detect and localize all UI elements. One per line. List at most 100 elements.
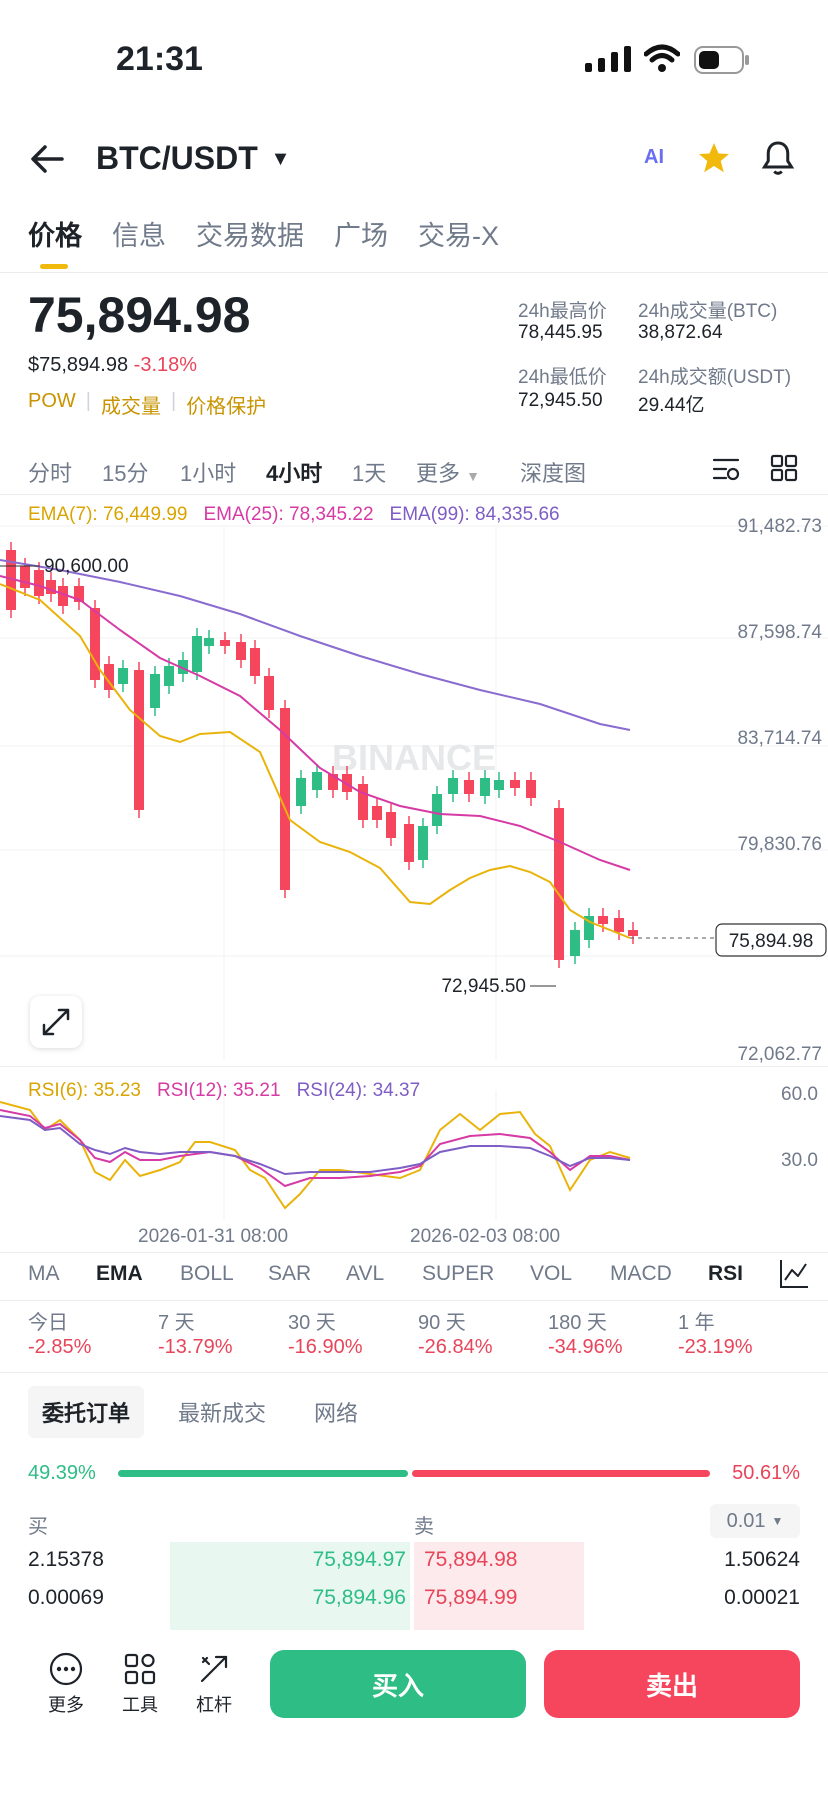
- indicator-sar[interactable]: SAR: [268, 1262, 312, 1285]
- perf-value: -13.79%: [158, 1336, 233, 1358]
- back-arrow-icon[interactable]: [30, 144, 64, 174]
- status-time: 21:31: [116, 40, 203, 78]
- tools-label: 工具: [122, 1695, 158, 1715]
- price-axis-label: 72,062.77: [737, 1044, 822, 1065]
- wifi-icon: [644, 44, 680, 72]
- price-axis-label: 87,598.74: [737, 622, 822, 643]
- stat-vol-usdt-label: 24h成交额(USDT): [638, 367, 792, 388]
- indicator-avl[interactable]: AVL: [346, 1262, 385, 1285]
- leverage-button[interactable]: 杠杆: [184, 1652, 244, 1717]
- price-sub: $75,894.98 -3.18%: [28, 354, 197, 377]
- bid-qty: 0.00069: [28, 1586, 104, 1609]
- chart-settings-icon[interactable]: [712, 456, 742, 484]
- tools-icon: [124, 1653, 156, 1685]
- tag-price-protection[interactable]: 价格保护: [186, 396, 267, 418]
- indicator-ema[interactable]: EMA: [96, 1262, 143, 1285]
- rsi24-line: [0, 1115, 631, 1176]
- rsi12-label: RSI(12): 35.21: [157, 1080, 281, 1101]
- candle-body: [74, 586, 84, 602]
- interval-15m[interactable]: 15分: [102, 461, 149, 486]
- candle-body: [58, 586, 68, 606]
- candles: [6, 542, 638, 968]
- indicator-boll[interactable]: BOLL: [180, 1262, 234, 1285]
- indicator-super[interactable]: SUPER: [422, 1262, 495, 1285]
- stat-vol-usdt: 29.44亿: [638, 395, 705, 416]
- interval-depth[interactable]: 深度图: [520, 461, 587, 486]
- indicator-ma[interactable]: MA: [28, 1262, 60, 1285]
- perf-label: 7 天: [158, 1312, 195, 1334]
- tag-volume[interactable]: 成交量: [100, 396, 161, 418]
- candle-body: [448, 778, 458, 794]
- ask-qty: 0.00021: [724, 1586, 800, 1609]
- ema25-label: EMA(25): 78,345.22: [203, 504, 374, 525]
- ema25-line: [0, 575, 631, 871]
- divider: [0, 494, 828, 495]
- tag-pow[interactable]: POW: [28, 390, 76, 412]
- expand-chart-button[interactable]: [30, 996, 82, 1048]
- candle-body: [192, 636, 202, 672]
- candlestick-chart[interactable]: BINANCE 90,600.00 72,945.50 75,894.98: [0, 490, 828, 1070]
- divider: [0, 1066, 828, 1067]
- interval-1d[interactable]: 1天: [352, 461, 387, 486]
- divider: [0, 272, 828, 273]
- divider: [0, 1300, 828, 1301]
- indicator-vol[interactable]: VOL: [530, 1262, 573, 1285]
- interval-timeline[interactable]: 分时: [28, 461, 73, 486]
- candle-body: [418, 826, 428, 860]
- perf-value: -2.85%: [28, 1336, 92, 1358]
- candle-body: [372, 806, 382, 820]
- stat-vol-btc: 38,872.64: [638, 322, 723, 343]
- tab-order-book[interactable]: 委托订单: [28, 1386, 145, 1438]
- sell-ratio: 50.61%: [732, 1462, 800, 1484]
- ema7-line: [0, 583, 631, 939]
- price-axis-label: 83,714.74: [737, 728, 822, 749]
- candle-body: [236, 642, 246, 660]
- candle-body: [134, 670, 144, 810]
- tab-active-indicator: [40, 264, 68, 269]
- ema99-line: [0, 559, 631, 731]
- tab-recent-trades[interactable]: 最新成交: [178, 1401, 267, 1426]
- time-axis-label: 2026-01-31 08:00: [138, 1226, 289, 1247]
- candle-body: [432, 794, 442, 826]
- star-icon[interactable]: [696, 140, 732, 176]
- tools-button[interactable]: 工具: [110, 1652, 170, 1717]
- bid-price[interactable]: 75,894.97: [312, 1548, 406, 1571]
- more-label: 更多: [48, 1695, 84, 1715]
- indicator-macd[interactable]: MACD: [610, 1262, 672, 1285]
- perf-label: 90 天: [418, 1312, 466, 1334]
- tab-square[interactable]: 广场: [334, 221, 388, 251]
- bid-price[interactable]: 75,894.96: [312, 1586, 406, 1609]
- rsi-axis-label: 30.0: [781, 1150, 818, 1171]
- grid-layout-icon[interactable]: [770, 454, 798, 482]
- rsi6-line: [0, 1101, 631, 1210]
- indicator-rsi[interactable]: RSI: [708, 1262, 744, 1285]
- sell-button[interactable]: 卖出: [544, 1650, 800, 1718]
- buy-ratio-bar: [118, 1470, 408, 1477]
- stat-high: 78,445.95: [518, 322, 603, 343]
- rsi24-label: RSI(24): 34.37: [296, 1080, 421, 1101]
- buy-button[interactable]: 买入: [270, 1650, 526, 1718]
- candle-body: [118, 668, 128, 684]
- bell-icon[interactable]: [760, 138, 796, 178]
- stat-low-label: 24h最低价: [518, 367, 607, 388]
- candle-body: [150, 674, 160, 708]
- ai-icon[interactable]: AI: [644, 146, 664, 168]
- tab-info[interactable]: 信息: [112, 221, 166, 251]
- interval-4h[interactable]: 4小时: [266, 461, 323, 486]
- tab-trade-x[interactable]: 交易-X: [418, 221, 499, 251]
- tab-trading-data[interactable]: 交易数据: [196, 221, 304, 251]
- indicator-settings-icon[interactable]: [778, 1258, 810, 1290]
- interval-more[interactable]: 更多 ▼: [416, 461, 480, 486]
- more-button[interactable]: 更多: [36, 1652, 96, 1717]
- price-axis-label: 91,482.73: [737, 516, 822, 537]
- precision-selector[interactable]: 0.01 ▼: [710, 1504, 800, 1538]
- pair-selector[interactable]: BTC/USDT ▼: [96, 140, 290, 177]
- candle-body: [164, 666, 174, 686]
- ask-price[interactable]: 75,894.98: [424, 1548, 518, 1571]
- buy-ratio: 49.39%: [28, 1462, 96, 1484]
- interval-1h[interactable]: 1小时: [180, 461, 237, 486]
- tab-price[interactable]: 价格: [28, 221, 82, 251]
- ask-price[interactable]: 75,894.99: [424, 1586, 518, 1609]
- candle-body: [404, 824, 414, 862]
- tab-grid[interactable]: 网络: [314, 1401, 359, 1426]
